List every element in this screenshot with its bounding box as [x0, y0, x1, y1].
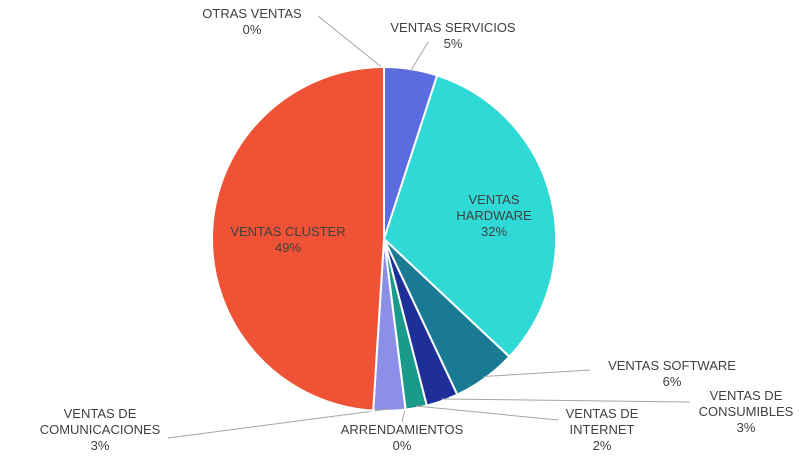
slice-value: 3%	[90, 438, 110, 453]
slice-label: VENTAS HARDWARE 32%	[444, 192, 544, 240]
slice-name: VENTAS DE COMUNICACIONES	[39, 406, 161, 437]
pie-slice	[382, 74, 557, 359]
slice-label: VENTAS CLUSTER 49%	[198, 224, 378, 256]
slice-value: 0%	[392, 438, 412, 453]
leader-line	[317, 15, 385, 70]
slice-value: 49%	[274, 240, 302, 255]
slice-value: 6%	[662, 374, 682, 389]
pie-slice	[210, 65, 385, 412]
slice-name: VENTAS SERVICIOS	[390, 20, 516, 35]
slice-label: VENTAS DE CONSUMIBLES 3%	[686, 388, 806, 436]
slice-label: ARRENDAMIENTOS 0%	[322, 422, 482, 454]
slice-name: VENTAS SOFTWARE	[608, 358, 736, 373]
slice-value: 5%	[443, 36, 463, 51]
slice-value: 32%	[480, 224, 508, 239]
slice-name: VENTAS HARDWARE	[456, 192, 532, 223]
slice-value: 3%	[736, 420, 756, 435]
leader-line	[441, 398, 691, 403]
slice-label: VENTAS DE COMUNICACIONES 3%	[25, 406, 175, 454]
slice-label: OTRAS VENTAS 0%	[172, 6, 332, 38]
slice-name: VENTAS DE INTERNET	[565, 406, 639, 437]
slice-value: 0%	[242, 22, 262, 37]
slice-label: VENTAS SOFTWARE 6%	[582, 358, 762, 390]
slice-label: VENTAS SERVICIOS 5%	[373, 20, 533, 52]
slice-name: VENTAS CLUSTER	[230, 224, 346, 239]
slice-name: OTRAS VENTAS	[202, 6, 302, 21]
slice-name: VENTAS DE CONSUMIBLES	[698, 388, 794, 419]
leader-line	[167, 408, 390, 439]
slice-label: VENTAS DE INTERNET 2%	[557, 406, 647, 454]
leader-line	[415, 405, 559, 421]
leader-line	[483, 369, 591, 378]
slice-name: ARRENDAMIENTOS	[340, 422, 464, 437]
leader-line	[410, 41, 429, 72]
slice-value: 2%	[592, 438, 612, 453]
